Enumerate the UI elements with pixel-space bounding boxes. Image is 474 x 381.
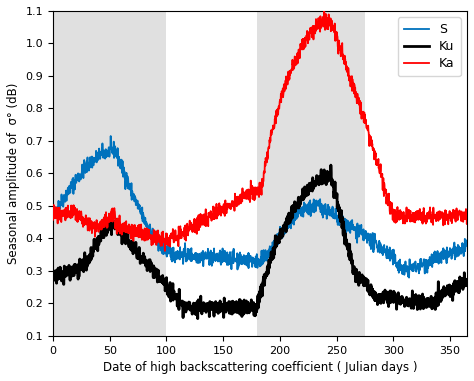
Legend: S, Ku, Ka: S, Ku, Ka (398, 17, 461, 76)
S (235, 267, 240, 272)
Bar (257, 11, 365, 336)
Ku (195, 316, 201, 321)
S (82, 166, 88, 171)
Ku (286, 211, 292, 215)
Ka (235, 199, 240, 204)
Ka (82, 219, 88, 224)
Ka (321, 8, 327, 12)
Ku (235, 306, 240, 311)
S (242, 259, 248, 263)
Line: Ka: Ka (53, 10, 467, 251)
Ka (99, 223, 105, 228)
Ku (464, 279, 470, 283)
S (286, 217, 292, 221)
Ka (50, 218, 56, 222)
S (99, 146, 105, 151)
Ka (464, 218, 470, 223)
S (406, 275, 412, 280)
Ka (286, 74, 292, 79)
Ku (242, 308, 248, 313)
Ku (99, 227, 105, 232)
Y-axis label: Seasonal amplitude of  σ° (dB): Seasonal amplitude of σ° (dB) (7, 83, 20, 264)
Line: S: S (53, 136, 467, 278)
Ka (242, 195, 248, 200)
S (464, 243, 470, 248)
S (108, 134, 114, 138)
Ka (162, 249, 168, 253)
Ku (226, 299, 232, 304)
Ku (328, 163, 334, 167)
S (50, 211, 56, 216)
X-axis label: Date of high backscattering coefficient ( Julian days ): Date of high backscattering coefficient … (103, 361, 417, 374)
Ku (50, 272, 56, 277)
Line: Ku: Ku (53, 165, 467, 319)
Ka (226, 202, 232, 207)
Bar (53, 11, 166, 336)
Ku (82, 262, 88, 266)
S (226, 256, 232, 261)
